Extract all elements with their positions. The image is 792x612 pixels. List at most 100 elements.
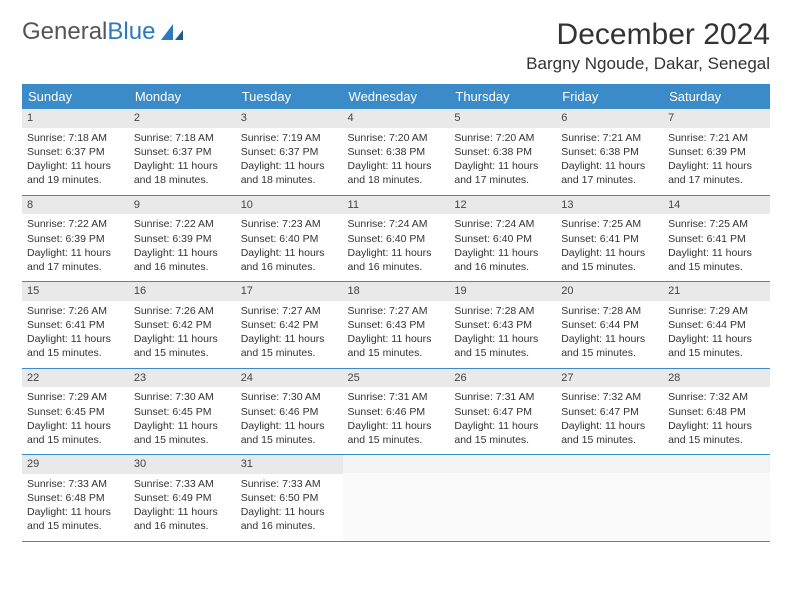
calendar-cell: 19Sunrise: 7:28 AMSunset: 6:43 PMDayligh… bbox=[449, 282, 556, 369]
sunrise-line: Sunrise: 7:32 AM bbox=[668, 390, 765, 404]
calendar-cell: 30Sunrise: 7:33 AMSunset: 6:49 PMDayligh… bbox=[129, 455, 236, 542]
calendar-cell: 15Sunrise: 7:26 AMSunset: 6:41 PMDayligh… bbox=[22, 282, 129, 369]
daylight-line: Daylight: 11 hours and 15 minutes. bbox=[134, 419, 231, 447]
title-block: December 2024 Bargny Ngoude, Dakar, Sene… bbox=[526, 18, 770, 74]
sunrise-line: Sunrise: 7:27 AM bbox=[348, 304, 445, 318]
sunrise-line: Sunrise: 7:22 AM bbox=[134, 217, 231, 231]
day-number: 16 bbox=[129, 282, 236, 301]
calendar-cell: 28Sunrise: 7:32 AMSunset: 6:48 PMDayligh… bbox=[663, 368, 770, 455]
calendar-cell: 10Sunrise: 7:23 AMSunset: 6:40 PMDayligh… bbox=[236, 195, 343, 282]
day-number: 26 bbox=[449, 369, 556, 388]
day-number: 30 bbox=[129, 455, 236, 474]
day-number: 29 bbox=[22, 455, 129, 474]
calendar-cell: 26Sunrise: 7:31 AMSunset: 6:47 PMDayligh… bbox=[449, 368, 556, 455]
calendar-cell: 3Sunrise: 7:19 AMSunset: 6:37 PMDaylight… bbox=[236, 109, 343, 195]
sunset-line: Sunset: 6:42 PM bbox=[134, 318, 231, 332]
sunrise-line: Sunrise: 7:24 AM bbox=[348, 217, 445, 231]
calendar-cell: 17Sunrise: 7:27 AMSunset: 6:42 PMDayligh… bbox=[236, 282, 343, 369]
calendar-cell: 5Sunrise: 7:20 AMSunset: 6:38 PMDaylight… bbox=[449, 109, 556, 195]
sunset-line: Sunset: 6:43 PM bbox=[348, 318, 445, 332]
sunset-line: Sunset: 6:39 PM bbox=[27, 232, 124, 246]
sunrise-line: Sunrise: 7:19 AM bbox=[241, 131, 338, 145]
calendar-cell bbox=[556, 455, 663, 542]
calendar-table: SundayMondayTuesdayWednesdayThursdayFrid… bbox=[22, 84, 770, 542]
sunset-line: Sunset: 6:48 PM bbox=[27, 491, 124, 505]
month-title: December 2024 bbox=[526, 18, 770, 52]
daylight-line: Daylight: 11 hours and 15 minutes. bbox=[27, 505, 124, 533]
sunrise-line: Sunrise: 7:28 AM bbox=[454, 304, 551, 318]
brand-logo: GeneralBlue bbox=[22, 18, 185, 46]
daylight-line: Daylight: 11 hours and 15 minutes. bbox=[561, 332, 658, 360]
day-number: 11 bbox=[343, 196, 450, 215]
calendar-body: 1Sunrise: 7:18 AMSunset: 6:37 PMDaylight… bbox=[22, 109, 770, 541]
calendar-cell: 2Sunrise: 7:18 AMSunset: 6:37 PMDaylight… bbox=[129, 109, 236, 195]
sunrise-line: Sunrise: 7:26 AM bbox=[27, 304, 124, 318]
day-number: 6 bbox=[556, 109, 663, 128]
day-number: 20 bbox=[556, 282, 663, 301]
sunset-line: Sunset: 6:41 PM bbox=[27, 318, 124, 332]
day-header: Tuesday bbox=[236, 84, 343, 109]
sunset-line: Sunset: 6:43 PM bbox=[454, 318, 551, 332]
sunset-line: Sunset: 6:39 PM bbox=[668, 145, 765, 159]
calendar-cell: 18Sunrise: 7:27 AMSunset: 6:43 PMDayligh… bbox=[343, 282, 450, 369]
day-header: Wednesday bbox=[343, 84, 450, 109]
sunset-line: Sunset: 6:46 PM bbox=[348, 405, 445, 419]
sunset-line: Sunset: 6:44 PM bbox=[668, 318, 765, 332]
sunset-line: Sunset: 6:41 PM bbox=[561, 232, 658, 246]
sunrise-line: Sunrise: 7:21 AM bbox=[668, 131, 765, 145]
sunset-line: Sunset: 6:41 PM bbox=[668, 232, 765, 246]
calendar-cell: 12Sunrise: 7:24 AMSunset: 6:40 PMDayligh… bbox=[449, 195, 556, 282]
sunset-line: Sunset: 6:40 PM bbox=[454, 232, 551, 246]
day-header: Thursday bbox=[449, 84, 556, 109]
daylight-line: Daylight: 11 hours and 18 minutes. bbox=[348, 159, 445, 187]
sunset-line: Sunset: 6:47 PM bbox=[561, 405, 658, 419]
daylight-line: Daylight: 11 hours and 16 minutes. bbox=[454, 246, 551, 274]
daylight-line: Daylight: 11 hours and 18 minutes. bbox=[241, 159, 338, 187]
day-header: Sunday bbox=[22, 84, 129, 109]
calendar-cell: 27Sunrise: 7:32 AMSunset: 6:47 PMDayligh… bbox=[556, 368, 663, 455]
location: Bargny Ngoude, Dakar, Senegal bbox=[526, 54, 770, 74]
daylight-line: Daylight: 11 hours and 15 minutes. bbox=[561, 419, 658, 447]
sunrise-line: Sunrise: 7:21 AM bbox=[561, 131, 658, 145]
day-header: Monday bbox=[129, 84, 236, 109]
day-number: 8 bbox=[22, 196, 129, 215]
calendar-cell: 20Sunrise: 7:28 AMSunset: 6:44 PMDayligh… bbox=[556, 282, 663, 369]
daylight-line: Daylight: 11 hours and 16 minutes. bbox=[134, 505, 231, 533]
calendar-cell: 24Sunrise: 7:30 AMSunset: 6:46 PMDayligh… bbox=[236, 368, 343, 455]
sunrise-line: Sunrise: 7:29 AM bbox=[668, 304, 765, 318]
daylight-line: Daylight: 11 hours and 19 minutes. bbox=[27, 159, 124, 187]
sunset-line: Sunset: 6:38 PM bbox=[454, 145, 551, 159]
calendar-cell: 25Sunrise: 7:31 AMSunset: 6:46 PMDayligh… bbox=[343, 368, 450, 455]
brand-sail-icon bbox=[159, 22, 185, 42]
sunrise-line: Sunrise: 7:28 AM bbox=[561, 304, 658, 318]
daylight-line: Daylight: 11 hours and 15 minutes. bbox=[348, 419, 445, 447]
sunset-line: Sunset: 6:37 PM bbox=[134, 145, 231, 159]
sunset-line: Sunset: 6:42 PM bbox=[241, 318, 338, 332]
day-number: 28 bbox=[663, 369, 770, 388]
day-number: 7 bbox=[663, 109, 770, 128]
sunrise-line: Sunrise: 7:32 AM bbox=[561, 390, 658, 404]
sunrise-line: Sunrise: 7:20 AM bbox=[454, 131, 551, 145]
calendar-cell: 4Sunrise: 7:20 AMSunset: 6:38 PMDaylight… bbox=[343, 109, 450, 195]
sunset-line: Sunset: 6:50 PM bbox=[241, 491, 338, 505]
header: GeneralBlue December 2024 Bargny Ngoude,… bbox=[22, 18, 770, 74]
day-number: 19 bbox=[449, 282, 556, 301]
day-number: 31 bbox=[236, 455, 343, 474]
day-header: Friday bbox=[556, 84, 663, 109]
sunset-line: Sunset: 6:37 PM bbox=[27, 145, 124, 159]
day-number: 22 bbox=[22, 369, 129, 388]
day-number: 9 bbox=[129, 196, 236, 215]
sunrise-line: Sunrise: 7:33 AM bbox=[27, 477, 124, 491]
brand-name-1: General bbox=[22, 18, 107, 46]
sunset-line: Sunset: 6:46 PM bbox=[241, 405, 338, 419]
calendar-cell: 6Sunrise: 7:21 AMSunset: 6:38 PMDaylight… bbox=[556, 109, 663, 195]
calendar-cell: 1Sunrise: 7:18 AMSunset: 6:37 PMDaylight… bbox=[22, 109, 129, 195]
day-number: 24 bbox=[236, 369, 343, 388]
sunrise-line: Sunrise: 7:29 AM bbox=[27, 390, 124, 404]
daylight-line: Daylight: 11 hours and 16 minutes. bbox=[348, 246, 445, 274]
sunset-line: Sunset: 6:40 PM bbox=[241, 232, 338, 246]
sunrise-line: Sunrise: 7:30 AM bbox=[241, 390, 338, 404]
daylight-line: Daylight: 11 hours and 15 minutes. bbox=[348, 332, 445, 360]
daylight-line: Daylight: 11 hours and 15 minutes. bbox=[668, 419, 765, 447]
sunset-line: Sunset: 6:49 PM bbox=[134, 491, 231, 505]
